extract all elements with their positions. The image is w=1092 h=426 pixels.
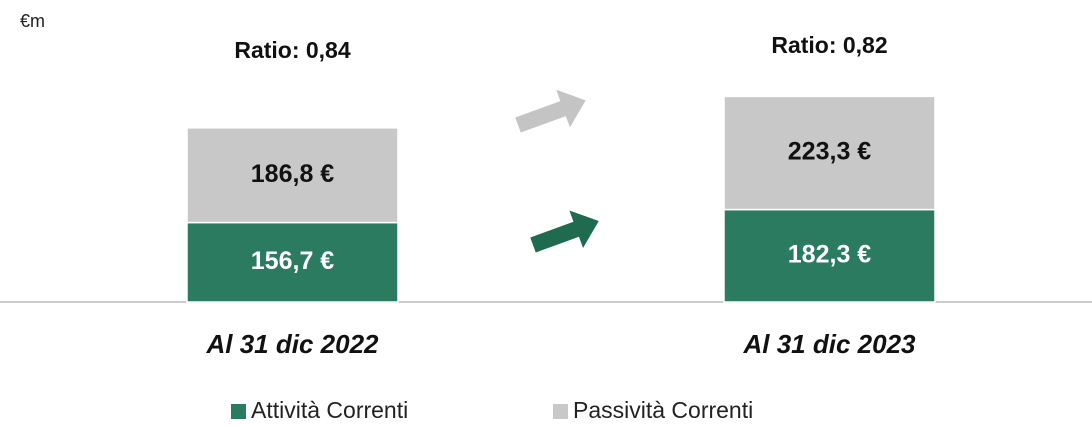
bar-segment: [723, 95, 936, 211]
value-label: 223,3 €: [788, 138, 872, 166]
ratio-annotation: Ratio: 0,82: [771, 32, 887, 58]
value-label: 156,7 €: [251, 247, 335, 275]
unit-label: €m: [20, 11, 45, 31]
x-tick-label: Al 31 dic 2023: [743, 329, 917, 359]
bar-segment: [186, 221, 399, 303]
x-tick-label: Al 31 dic 2022: [206, 329, 380, 359]
ratio-annotation: Ratio: 0,84: [234, 37, 351, 63]
legend-swatch: [553, 404, 568, 419]
legend-label: Attività Correnti: [251, 397, 408, 423]
arrow-green: [530, 210, 599, 253]
bar-segment: [186, 127, 399, 224]
value-label: 182,3 €: [788, 240, 872, 268]
legend-label: Passività Correnti: [573, 397, 753, 423]
legend-swatch: [231, 404, 246, 419]
value-label: 186,8 €: [251, 160, 335, 188]
arrow-gray: [515, 89, 586, 133]
